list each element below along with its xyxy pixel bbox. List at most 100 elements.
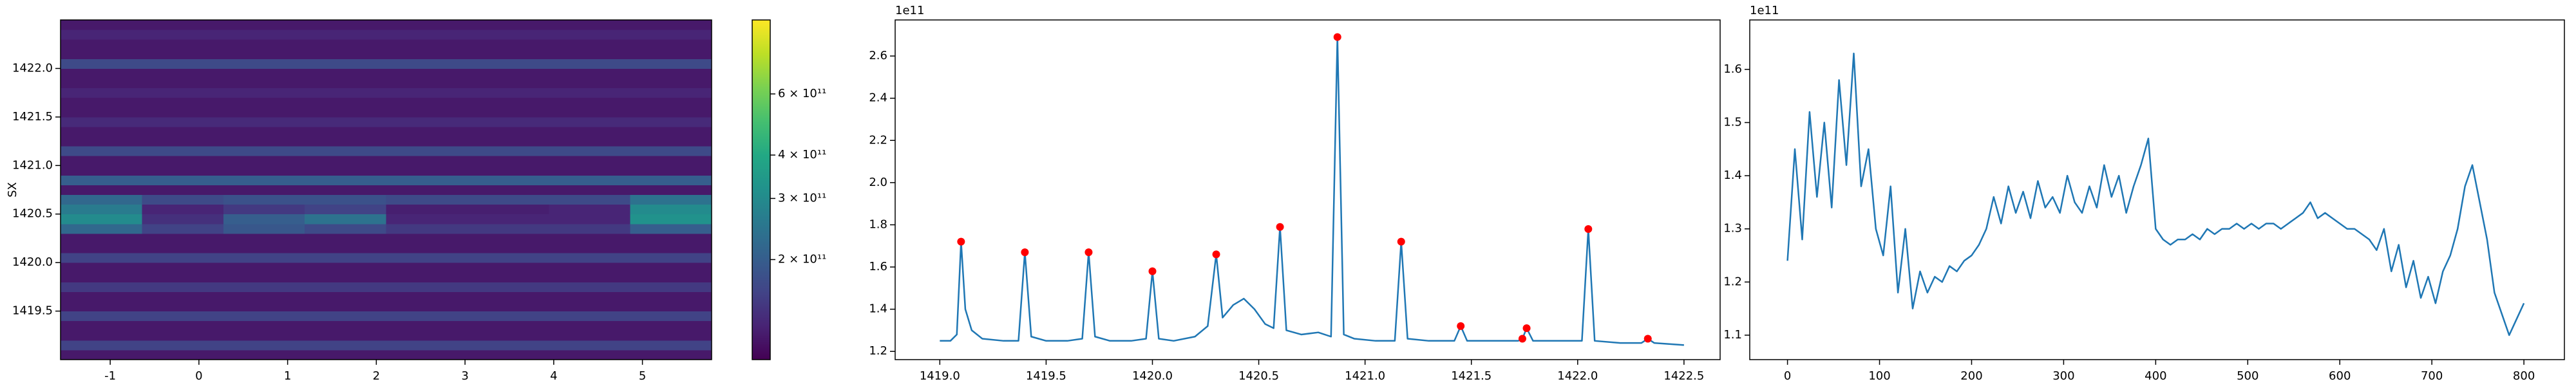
heatmap-cell <box>142 340 224 351</box>
heatmap-cell <box>305 156 386 166</box>
heatmap-cell <box>630 301 712 312</box>
y-tick-label: 1.6 <box>869 260 887 273</box>
heatmap-cell <box>467 87 549 98</box>
heatmap-cell <box>305 107 386 118</box>
heatmap-cell <box>223 59 305 69</box>
heatmap-cell <box>467 194 549 205</box>
heatmap-cell <box>630 253 712 263</box>
heatmap-cell <box>223 116 305 127</box>
heatmap-cell <box>142 49 224 59</box>
heatmap-cell <box>61 330 142 341</box>
y-tick-label: 1.2 <box>1723 275 1742 288</box>
heatmap-cell <box>549 156 631 166</box>
heatmap-cell <box>223 233 305 244</box>
heatmap-cell <box>142 233 224 244</box>
heatmap-cell <box>467 156 549 166</box>
heatmap-cell <box>630 223 712 234</box>
heatmap-cell <box>630 107 712 118</box>
heatmap-cell <box>549 78 631 89</box>
x-tick-label: 1422.0 <box>1557 369 1598 383</box>
heatmap-cell <box>630 136 712 147</box>
peak-marker <box>1518 335 1526 343</box>
data-line <box>1786 52 2525 336</box>
heatmap-cell <box>305 59 386 69</box>
heatmap-cell <box>223 97 305 108</box>
heatmap-cell <box>549 349 631 360</box>
heatmap-cell <box>142 349 224 360</box>
heatmap-cell <box>630 116 712 127</box>
x-tick-label: 5 <box>639 369 646 383</box>
heatmap-cell <box>142 68 224 79</box>
heatmap-cell <box>386 59 468 69</box>
peak-marker <box>957 237 965 246</box>
heatmap-cell <box>386 301 468 312</box>
heatmap-cell <box>467 97 549 108</box>
heatmap-cell <box>142 116 224 127</box>
heatmap-cell <box>61 214 142 225</box>
heatmap-cell <box>386 20 468 30</box>
heatmap-cell <box>549 20 631 30</box>
heatmap-cell <box>223 39 305 50</box>
colorbar <box>752 20 770 360</box>
heatmap-cell <box>61 301 142 312</box>
heatmap-cell <box>305 243 386 253</box>
colorbar-tick-label: 2 × 10¹¹ <box>778 252 826 266</box>
heatmap-cell <box>305 126 386 137</box>
x-tick-label: 0 <box>1784 369 1791 383</box>
x-tick-label: 1421.5 <box>1451 369 1492 383</box>
heatmap-cell <box>386 311 468 322</box>
heatmap-cell <box>223 185 305 196</box>
y-tick-label: 1.3 <box>1723 222 1742 235</box>
heatmap-cell <box>549 136 631 147</box>
heatmap-cell <box>142 301 224 312</box>
heatmap-cell <box>223 146 305 156</box>
heatmap-cell <box>630 311 712 322</box>
heatmap-cell <box>549 282 631 292</box>
heatmap-cell <box>386 194 468 205</box>
x-tick-label: 1420.0 <box>1132 369 1173 383</box>
heatmap-cell <box>630 68 712 79</box>
heatmap-cell <box>549 185 631 196</box>
y-tick-label: 1.5 <box>1723 115 1742 129</box>
heatmap-cell <box>305 301 386 312</box>
heatmap-cell <box>142 39 224 50</box>
heatmap-cell <box>142 165 224 176</box>
heatmap-cell <box>61 165 142 176</box>
heatmap-cell <box>630 20 712 30</box>
heatmap-cell <box>305 233 386 244</box>
peak-marker <box>1643 335 1652 343</box>
heatmap-cell <box>142 146 224 156</box>
heatmap-cell <box>630 282 712 292</box>
heatmap-cell <box>386 87 468 98</box>
heatmap-cell <box>467 49 549 59</box>
heatmap-cell <box>142 97 224 108</box>
heatmap-cell <box>142 243 224 253</box>
y-tick-label: 1419.5 <box>12 304 53 318</box>
heatmap-cell <box>305 311 386 322</box>
y-tick-label: 2.6 <box>869 49 887 62</box>
peak-marker <box>1457 322 1465 330</box>
peak-marker <box>1584 225 1593 233</box>
x-tick-label: 4 <box>550 369 557 383</box>
heatmap-cell <box>467 59 549 69</box>
x-tick-label: 1 <box>284 369 291 383</box>
heatmap-cell <box>386 282 468 292</box>
axis-offset-label: 1e11 <box>1750 4 1779 17</box>
axes-frame <box>895 19 1721 360</box>
heatmap-cell <box>61 97 142 108</box>
x-tick-label: 2 <box>373 369 380 383</box>
heatmap-cell <box>630 39 712 50</box>
x-tick-label: 200 <box>1960 369 1982 383</box>
heatmap-cell <box>630 185 712 196</box>
heatmap-cell <box>630 30 712 40</box>
heatmap-cell <box>61 156 142 166</box>
heatmap-cell <box>305 194 386 205</box>
heatmap-cell <box>467 30 549 40</box>
heatmap-cell <box>305 185 386 196</box>
heatmap-cell <box>467 330 549 341</box>
heatmap-cell <box>61 116 142 127</box>
heatmap-cell <box>223 311 305 322</box>
heatmap-cell <box>467 243 549 253</box>
heatmap-cell <box>61 78 142 89</box>
heatmap-cell <box>630 233 712 244</box>
